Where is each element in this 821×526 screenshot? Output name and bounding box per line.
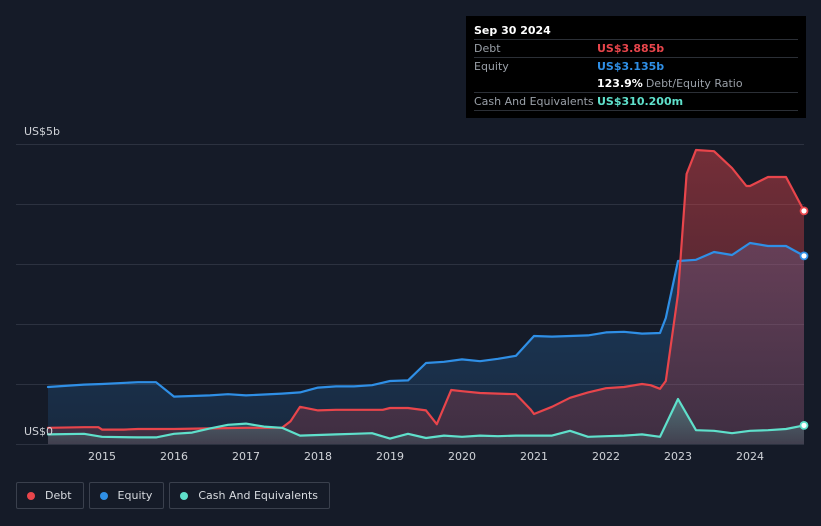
legend-equity-toggle[interactable]: Equity: [88, 482, 165, 509]
tooltip-debt-label: Debt: [474, 42, 501, 55]
tooltip-ratio-label: Debt/Equity Ratio: [645, 77, 743, 90]
tooltip-debt-value: US$3.885b: [597, 42, 665, 55]
legend-cash-label: Cash And Equivalents: [198, 489, 318, 502]
tooltip-panel: Sep 30 2024 Debt US$3.885b Equity US$3.1…: [466, 16, 806, 118]
x-tick-label: 2016: [160, 450, 188, 463]
debt-area: [48, 150, 804, 444]
legend-equity-label: Equity: [117, 489, 153, 502]
end-markers: [799, 206, 809, 430]
tooltip-equity-label: Equity: [474, 60, 509, 73]
y-bottom-label: US$0: [24, 425, 53, 438]
x-tick-label: 2021: [520, 450, 548, 463]
y-top-label: US$5b: [24, 125, 60, 138]
debt-end-marker: [799, 206, 809, 216]
equity-line: [46, 241, 806, 398]
tooltip-equity-row: Equity US$3.135b: [474, 58, 798, 75]
equity-end-marker: [799, 251, 809, 261]
equity-dot-icon: [99, 491, 108, 500]
debt-line: [46, 148, 806, 431]
tooltip-ratio-value: 123.9%: [597, 77, 643, 90]
x-tick-label: 2020: [448, 450, 476, 463]
cash-dot-icon: [180, 491, 189, 500]
cash-line: [46, 397, 806, 440]
area-fills: [48, 150, 804, 444]
legend-cash-toggle[interactable]: Cash And Equivalents: [169, 482, 330, 509]
tooltip-date: Sep 30 2024: [474, 22, 798, 40]
x-tick-label: 2023: [664, 450, 692, 463]
tooltip-cash-label: Cash And Equivalents: [474, 95, 594, 108]
debt-dot-icon: [27, 491, 35, 500]
tooltip-cash-value: US$310.200m: [597, 95, 684, 108]
x-tick-label: 2018: [304, 450, 332, 463]
x-tick-label: 2019: [376, 450, 404, 463]
tooltip-equity-value: US$3.135b: [597, 60, 665, 73]
tooltip-cash-row: Cash And Equivalents US$310.200m: [474, 93, 798, 111]
legend-debt-toggle[interactable]: Debt: [16, 482, 84, 509]
tooltip-debt-row: Debt US$3.885b: [474, 40, 798, 58]
x-axis: 2015 2016 2017 2018 2019 2020 2021 2022 2023 2024: [88, 450, 764, 463]
legend: Debt Equity Cash And Equivalents: [16, 482, 330, 509]
x-tick-label: 2022: [592, 450, 620, 463]
x-tick-label: 2017: [232, 450, 260, 463]
tooltip-ratio-row: 123.9% Debt/Equity Ratio: [474, 75, 798, 93]
cash-end-marker: [799, 420, 809, 430]
series-lines: [46, 148, 806, 440]
legend-debt-label: Debt: [45, 489, 72, 502]
x-tick-label: 2015: [88, 450, 116, 463]
x-tick-label: 2024: [736, 450, 764, 463]
cash-area: [48, 399, 804, 444]
